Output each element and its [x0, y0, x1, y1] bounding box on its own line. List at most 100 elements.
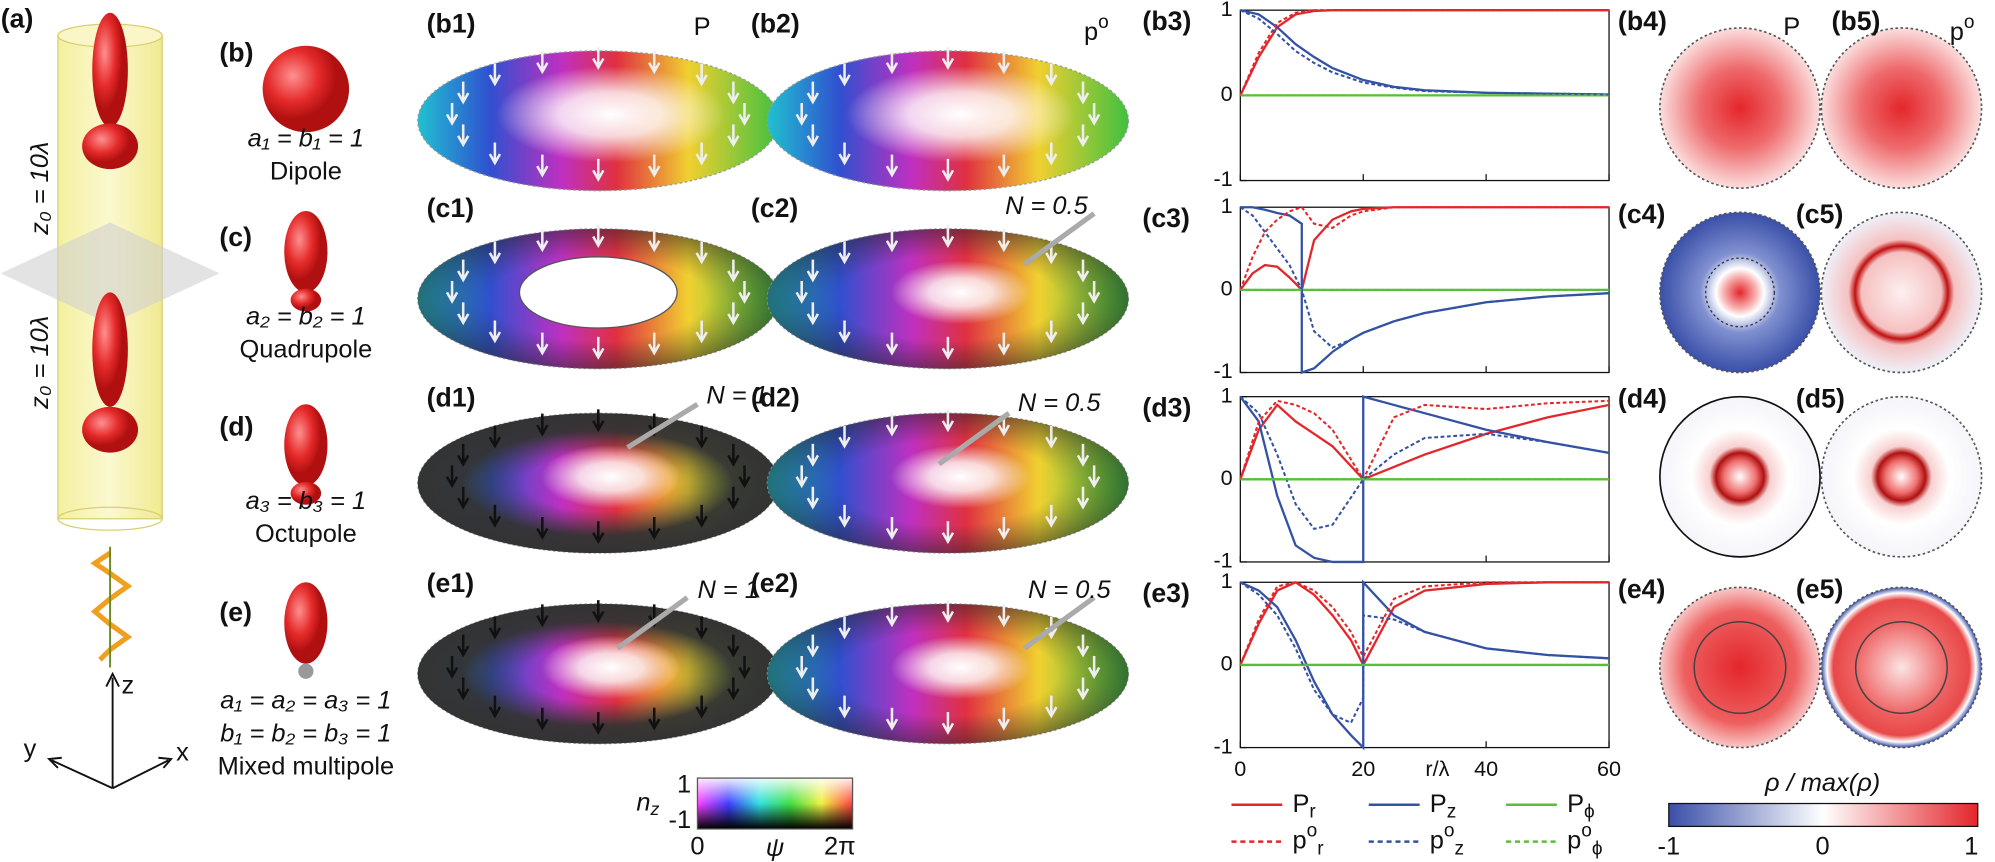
curve: [1239, 206, 1610, 291]
arrow: [695, 695, 708, 719]
arrow: [488, 241, 502, 265]
panel-label: (d5): [1796, 384, 1845, 414]
arrow: [536, 413, 549, 437]
arrow: [1076, 124, 1090, 148]
rho-colorbar: [1668, 802, 1979, 828]
arrow: [885, 413, 899, 437]
core: [846, 66, 1076, 163]
n-arrow: [937, 411, 1011, 467]
arrow: [795, 280, 808, 304]
arrow: [1076, 259, 1090, 283]
arrow: [695, 241, 708, 265]
arrow: [997, 229, 1011, 253]
arrow: [806, 443, 820, 467]
panel-label: (e): [219, 597, 252, 627]
y-tick-label: 0: [1221, 651, 1233, 676]
lobe: [290, 481, 322, 505]
lobe: [284, 404, 328, 486]
arrow: [648, 332, 661, 356]
colorbar-tick: -1: [669, 806, 692, 834]
texture-right: [766, 600, 1130, 745]
panel-label: (d1): [427, 382, 476, 412]
x-tick-label: 20: [1351, 756, 1375, 781]
n-label: N = 0.5: [1005, 192, 1088, 220]
arrow: [1087, 465, 1101, 489]
label-sub: z: [650, 799, 660, 819]
curve: [1239, 579, 1610, 751]
arrow: [445, 280, 459, 304]
curve: [1239, 9, 1610, 96]
density-disk: [1659, 395, 1821, 558]
wave: [90, 550, 133, 662]
panel-label: (e1): [427, 568, 474, 598]
arrow: [885, 154, 899, 178]
label-sup: o: [1964, 12, 1975, 33]
curve: [1239, 580, 1610, 668]
ring: [1854, 620, 1948, 715]
arrow: [592, 600, 605, 623]
lobe: [284, 211, 328, 293]
density-disk: [1659, 211, 1821, 374]
texture-right: [766, 47, 1130, 192]
label-base: p: [1950, 18, 1964, 46]
arrow: [727, 634, 740, 658]
arrow: [838, 616, 851, 640]
arrow: [592, 711, 605, 735]
arrow: [885, 517, 899, 540]
arrow: [941, 47, 955, 70]
y-tick-label: 0: [1221, 81, 1233, 106]
label-base: P: [694, 13, 711, 41]
panel-label: (b4): [1618, 6, 1667, 36]
arrow: [806, 677, 820, 701]
ring: [1705, 257, 1775, 328]
n-arrow: [1022, 595, 1096, 651]
ring: [1693, 620, 1787, 715]
panel-label: (c): [219, 222, 252, 252]
panel-label: (b1): [427, 8, 476, 38]
arrow: [997, 51, 1011, 75]
arrow: [648, 154, 661, 178]
n-label: N = 0.5: [1018, 389, 1101, 417]
label-base: p: [1567, 826, 1581, 854]
arrow: [592, 225, 605, 248]
nz-colorbar-shade: [696, 777, 854, 830]
n-arrow: [615, 595, 689, 651]
curve: [1239, 581, 1610, 666]
arrow: [592, 158, 605, 182]
arrow: [457, 302, 470, 326]
n-arrow: [1022, 211, 1096, 267]
plane: [0, 222, 220, 325]
lobe: [82, 406, 139, 453]
y-tick-label: -1: [1213, 548, 1232, 573]
colorbar-tick: -1: [1657, 833, 1680, 861]
panel-label: (e3): [1142, 578, 1189, 608]
panel-label: (b3): [1142, 6, 1191, 36]
panel-label: (b2): [751, 8, 800, 38]
arrow: [648, 517, 661, 540]
rich-label: Pr: [1292, 790, 1316, 823]
arrow: [885, 604, 899, 628]
curve: [1239, 9, 1610, 96]
arrow: [488, 504, 502, 528]
cylinder-bottom: [57, 506, 163, 531]
arrow: [1045, 695, 1058, 719]
curve: [1240, 9, 1610, 96]
panel-label: (d4): [1618, 384, 1667, 414]
label-base: P: [1567, 790, 1584, 818]
label-sup: o: [1581, 821, 1592, 842]
arrow: [727, 486, 740, 510]
axis-label: y: [24, 735, 37, 763]
arrow: [997, 604, 1011, 628]
arrow: [806, 81, 820, 105]
arrow: [488, 320, 502, 344]
multipole-name: Quadrupole: [239, 336, 372, 364]
panel-label: (c3): [1142, 203, 1189, 233]
colorbar-label: nz: [636, 788, 659, 818]
x-tick-label: 0: [1234, 756, 1246, 781]
label-sub: z: [1447, 801, 1457, 822]
arrow: [806, 486, 820, 510]
y-tick-label: 0: [1221, 465, 1233, 490]
coefficients: a₁ = a₂ = a₃ = 1: [220, 687, 391, 715]
arrow: [838, 241, 851, 265]
torus-hole: [518, 256, 678, 329]
